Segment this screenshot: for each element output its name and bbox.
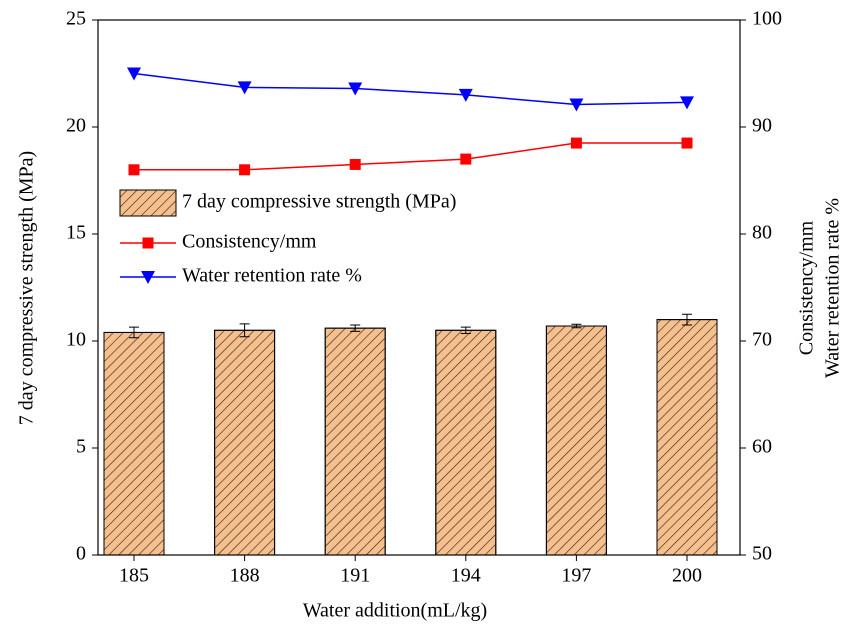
- bar-hatch: [435, 329, 497, 556]
- bar-hatch: [214, 329, 276, 556]
- x-tick-label: 188: [230, 565, 260, 587]
- error-bar: [129, 326, 139, 339]
- y2-axis-title: Consistency/mm: [796, 220, 818, 355]
- point: [237, 81, 252, 95]
- bar-hatch: [324, 327, 386, 556]
- y2-tick-label: 50: [752, 543, 772, 565]
- point: [348, 82, 363, 96]
- legend-label: Water retention rate %: [182, 265, 362, 287]
- y2-tick-label: 90: [752, 115, 772, 137]
- point: [128, 164, 140, 176]
- error-bar: [460, 326, 471, 335]
- error-bar: [350, 324, 361, 332]
- x-tick-label: 191: [340, 565, 370, 587]
- error-bar: [682, 313, 692, 326]
- point: [127, 67, 141, 81]
- bar-hatch: [656, 319, 718, 556]
- x-axis-title: Water addition(mL/kg): [303, 600, 487, 622]
- legend-marker: [141, 271, 155, 284]
- x-tick-label: 197: [561, 565, 591, 587]
- x-tick-label: 185: [119, 565, 149, 587]
- point: [680, 96, 694, 110]
- y-axis-title: 7 day compressive strength (MPa): [16, 151, 38, 425]
- y-tick-label: 25: [66, 8, 86, 30]
- y2-tick-label: 80: [752, 222, 772, 244]
- point: [349, 158, 361, 170]
- point: [569, 98, 584, 112]
- bar-hatch: [545, 325, 607, 556]
- legend-marker: [142, 237, 154, 249]
- point: [239, 164, 251, 176]
- line: [133, 72, 688, 106]
- y-tick-label: 0: [76, 543, 86, 565]
- y2-axis-title: Water retention rate %: [822, 198, 844, 378]
- y-tick-label: 15: [66, 222, 86, 244]
- x-tick-label: 200: [672, 565, 702, 587]
- y2-tick-label: 100: [752, 8, 782, 30]
- error-bar: [239, 323, 250, 338]
- point: [460, 153, 472, 165]
- legend-label: 7 day compressive strength (MPa): [182, 191, 456, 213]
- point: [681, 137, 693, 149]
- legend-swatch-hatch: [119, 189, 177, 217]
- y2-tick-label: 70: [752, 329, 772, 351]
- line: [134, 142, 687, 171]
- legend-label: Consistency/mm: [182, 231, 317, 253]
- y-tick-label: 10: [66, 329, 86, 351]
- y2-tick-label: 60: [752, 436, 772, 458]
- error-bar: [571, 323, 582, 329]
- plot-frame: [97, 19, 741, 556]
- bar-hatch: [103, 331, 165, 556]
- point: [570, 137, 582, 149]
- point: [458, 88, 473, 102]
- y-tick-label: 5: [76, 436, 86, 458]
- x-tick-label: 194: [451, 565, 481, 587]
- y-tick-label: 20: [66, 115, 86, 137]
